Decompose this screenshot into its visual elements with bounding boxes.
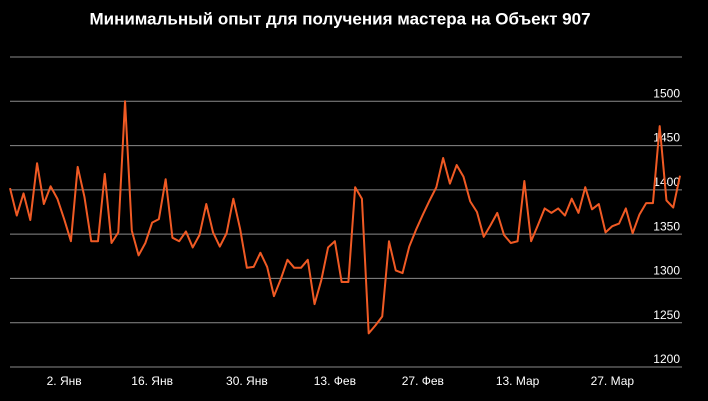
x-tick-label: 16. Янв — [131, 374, 173, 388]
y-tick-label: 1200 — [653, 352, 680, 366]
x-tick-label: 13. Фев — [314, 374, 356, 388]
y-tick-label: 1400 — [653, 175, 680, 189]
x-tick-label: 27. Фев — [402, 374, 444, 388]
y-tick-label: 1250 — [653, 308, 680, 322]
y-tick-label: 1500 — [653, 86, 680, 100]
x-tick-label: 30. Янв — [226, 374, 268, 388]
x-tick-label: 13. Мар — [496, 374, 540, 388]
x-tick-label: 2. Янв — [47, 374, 82, 388]
line-series — [9, 100, 681, 335]
y-tick-label: 1350 — [653, 219, 680, 233]
y-tick-label: 1300 — [653, 264, 680, 278]
x-tick-label: 27. Мар — [591, 374, 635, 388]
chart-title: Минимальный опыт для получения мастера н… — [89, 9, 590, 28]
